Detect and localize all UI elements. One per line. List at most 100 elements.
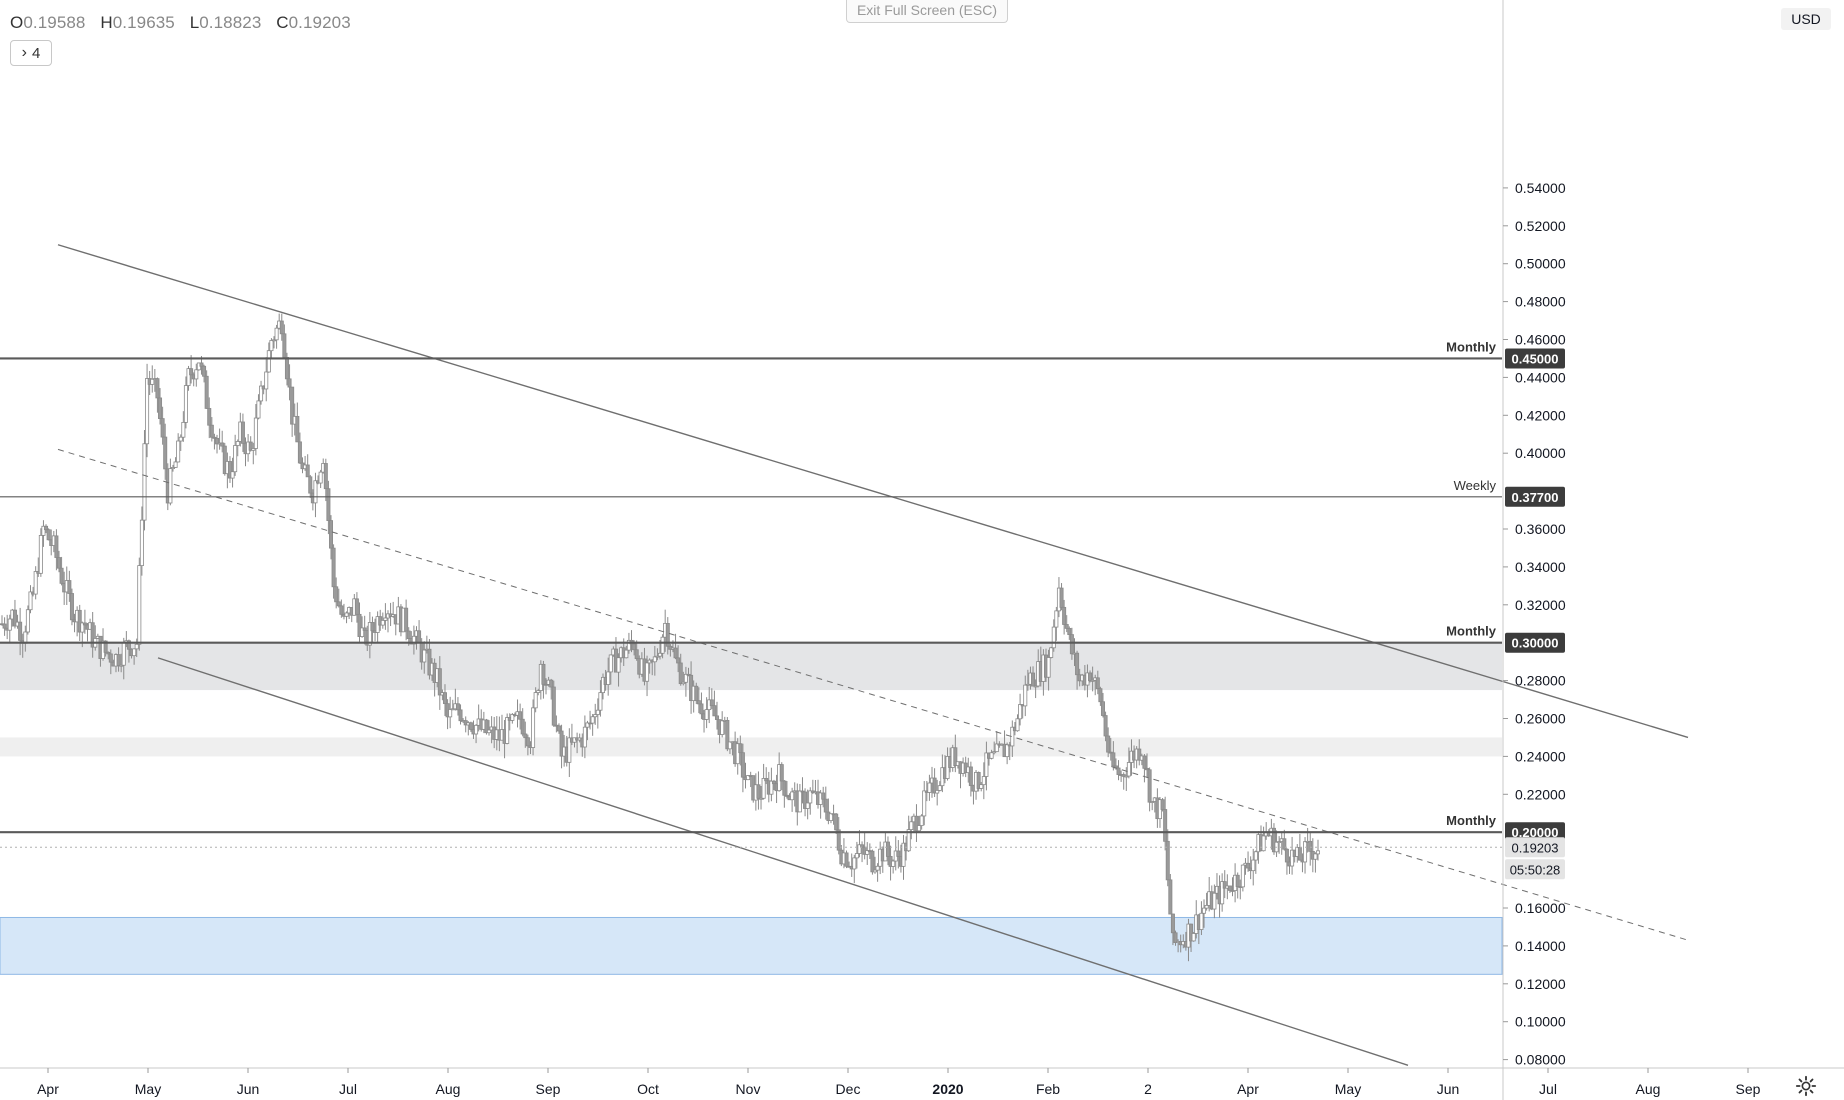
candle-body — [1051, 626, 1056, 649]
candle-body — [1121, 774, 1126, 777]
candle-body — [1098, 688, 1103, 703]
candle — [336, 588, 341, 608]
candle-body — [259, 385, 264, 402]
candle — [259, 380, 264, 405]
candle-body — [665, 622, 670, 647]
candle — [1277, 836, 1282, 854]
candle-body — [784, 794, 789, 797]
candle — [808, 787, 813, 815]
candle-body — [505, 717, 510, 744]
candle — [1168, 874, 1173, 915]
candle-body — [873, 869, 878, 873]
candle — [455, 697, 460, 716]
candle-body — [727, 741, 732, 750]
candle — [450, 699, 455, 711]
candle — [305, 454, 310, 478]
candle-body — [23, 631, 28, 644]
candle-body — [590, 716, 595, 724]
candle — [116, 647, 121, 672]
candle-body — [1095, 677, 1100, 690]
candle — [976, 771, 981, 792]
x-tick-label: Feb — [1036, 1081, 1060, 1097]
candle-body — [1005, 744, 1010, 758]
candle-body — [354, 598, 359, 615]
candle — [981, 762, 986, 800]
currency-label[interactable]: USD — [1781, 8, 1831, 30]
candle — [901, 834, 906, 880]
candle-body — [235, 441, 240, 446]
x-tick-label: Nov — [736, 1081, 761, 1097]
candle — [1095, 670, 1100, 695]
candle — [896, 840, 901, 869]
candle — [56, 550, 61, 573]
candle — [559, 724, 564, 769]
candle-body — [274, 327, 279, 341]
candle — [836, 817, 841, 855]
candle-body — [790, 791, 795, 801]
candle-body — [709, 699, 714, 707]
candle — [67, 570, 72, 602]
candle-body — [1142, 755, 1147, 769]
candle-body — [823, 798, 828, 813]
candle — [1220, 873, 1225, 912]
candle — [686, 667, 691, 677]
candle-body — [520, 718, 525, 735]
levels-layer: Monthly 0.45000 Weekly 0.37700 Monthly 0.3000… — [0, 339, 1565, 880]
candle-body — [227, 461, 232, 479]
candle — [194, 363, 199, 387]
candle-body — [608, 654, 613, 673]
candle-body — [567, 737, 572, 763]
candle-body — [176, 440, 181, 463]
candle-body — [725, 720, 730, 750]
candle — [38, 528, 43, 577]
candle — [227, 456, 232, 483]
candle — [1049, 646, 1054, 659]
candle — [220, 430, 225, 453]
candle — [992, 741, 997, 755]
candle — [518, 703, 523, 730]
candle-body — [901, 842, 906, 867]
candle-body — [979, 784, 984, 789]
candle — [181, 411, 186, 442]
candle — [90, 611, 95, 658]
gear-icon[interactable] — [1795, 1075, 1817, 1097]
candle — [1051, 619, 1056, 652]
candle — [935, 779, 940, 806]
candle — [1316, 839, 1321, 861]
candle — [474, 724, 479, 744]
candle-body — [720, 720, 725, 735]
exit-fullscreen-button[interactable]: Exit Full Screen (ESC) — [846, 0, 1008, 23]
candle — [163, 423, 168, 480]
candle-body — [1160, 799, 1165, 810]
candle — [1023, 675, 1028, 717]
candle — [523, 721, 528, 748]
candle-body — [759, 797, 764, 800]
indicators-toggle-button[interactable]: › 4 — [10, 40, 52, 66]
candle — [202, 364, 207, 383]
candle — [1235, 872, 1240, 899]
candle-body — [909, 821, 914, 831]
close-label: C — [276, 13, 289, 32]
candle — [616, 653, 621, 687]
candle — [132, 648, 137, 665]
candle — [694, 682, 699, 705]
candle-body — [782, 780, 787, 796]
candle — [520, 708, 525, 737]
candle-body — [1284, 848, 1289, 863]
candle — [1064, 615, 1069, 633]
candle-body — [652, 656, 657, 663]
candle — [375, 611, 380, 643]
candle-body — [295, 415, 300, 443]
y-tick-label: 0.50000 — [1515, 256, 1566, 272]
candle — [264, 357, 269, 402]
candle — [844, 850, 849, 869]
candle-body — [704, 709, 709, 720]
candle-body — [1204, 905, 1209, 909]
candle-body — [1191, 933, 1196, 942]
candle-body — [287, 378, 292, 388]
candle-body — [601, 676, 606, 694]
candle-body — [183, 385, 188, 423]
candle — [917, 815, 922, 833]
candle — [865, 842, 870, 865]
